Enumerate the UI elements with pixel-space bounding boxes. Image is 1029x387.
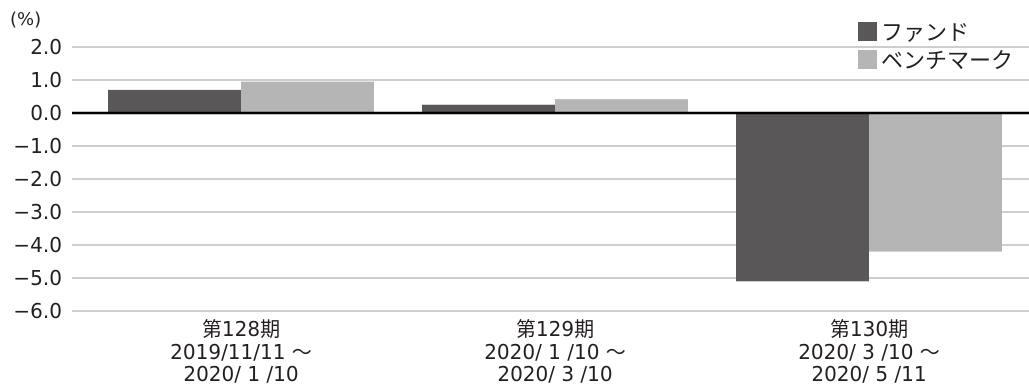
y-tick-label-0: 2.0 <box>30 35 62 59</box>
bar-series1-cat0 <box>241 81 374 113</box>
category-label-2-line-0: 第130期 <box>830 317 908 341</box>
bar-series0-cat1 <box>422 104 555 113</box>
category-label-0-line-2: 2020/ 1 /10 <box>183 362 298 386</box>
bar-series1-cat2 <box>869 113 1002 252</box>
y-tick-label-8: −6.0 <box>13 299 62 323</box>
y-tick-label-3: −1.0 <box>13 134 62 158</box>
y-tick-label-2: 0.0 <box>30 101 62 125</box>
y-tick-label-4: −2.0 <box>13 167 62 191</box>
y-tick-label-6: −4.0 <box>13 233 62 257</box>
category-label-0-line-1: 2019/11/11 ～ <box>170 340 312 364</box>
y-tick-label-7: −5.0 <box>13 266 62 290</box>
category-label-0-line-0: 第128期 <box>202 317 280 341</box>
y-tick-labels: 2.0 1.0 0.0 −1.0 −2.0 −3.0 −4.0 −5.0 −6.0 <box>13 35 62 323</box>
category-label-2-line-2: 2020/ 5 /11 <box>811 362 926 386</box>
bar-series1-cat1 <box>555 99 688 113</box>
y-tick-label-5: −3.0 <box>13 200 62 224</box>
legend-swatch-0 <box>858 22 877 41</box>
category-label-1-line-2: 2020/ 3 /10 <box>497 362 612 386</box>
bar-series0-cat2 <box>736 113 869 282</box>
y-tick-label-1: 1.0 <box>30 68 62 92</box>
category-label-2-line-1: 2020/ 3 /10 ～ <box>798 340 940 364</box>
category-label-1-line-1: 2020/ 1 /10 ～ <box>484 340 626 364</box>
legend-label-0: ファンド <box>881 21 969 46</box>
legend-label-1: ベンチマーク <box>881 49 1013 74</box>
legend-swatch-1 <box>858 50 877 69</box>
bars <box>108 81 1002 282</box>
grid-lines <box>72 46 1029 312</box>
bar-series0-cat0 <box>108 89 241 113</box>
unit-label: (%) <box>10 9 41 30</box>
category-label-1-line-0: 第129期 <box>516 317 594 341</box>
